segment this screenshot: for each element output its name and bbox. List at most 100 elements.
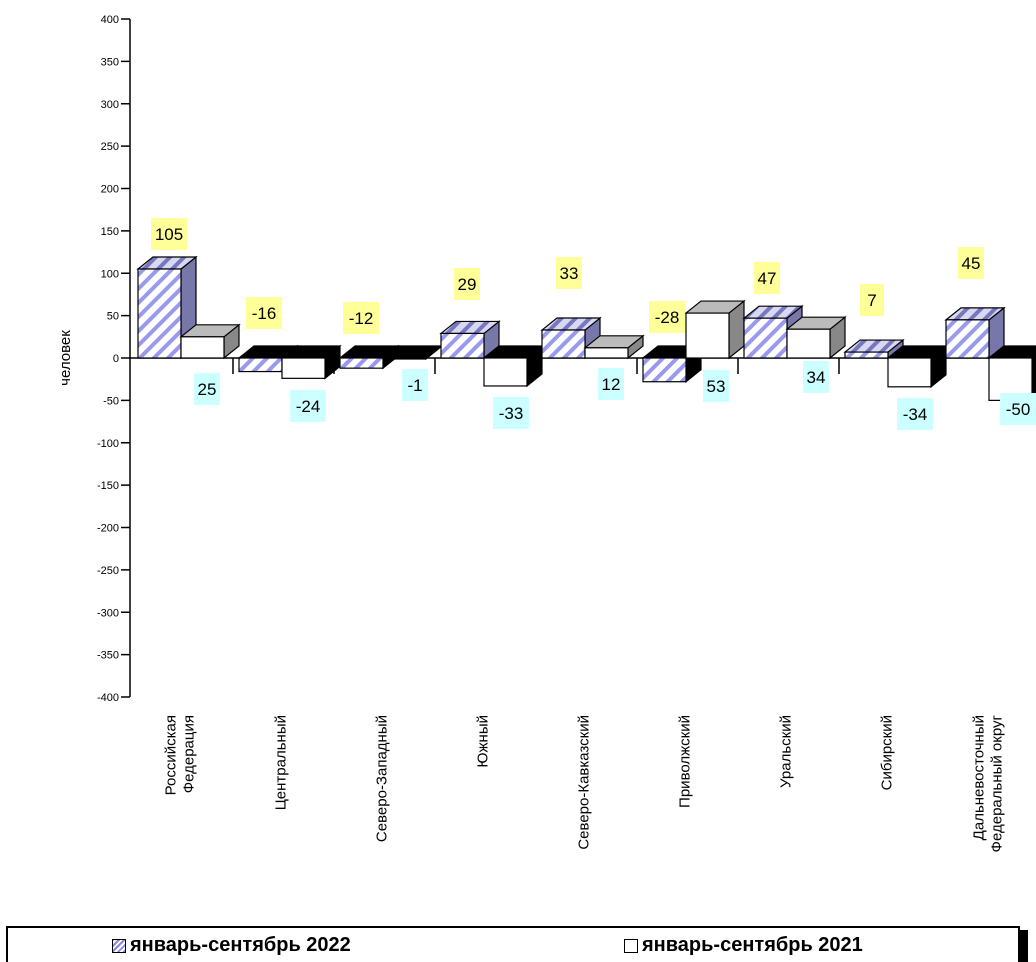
legend-label-2021: январь-сентябрь 2021 <box>642 934 863 956</box>
category-label: Северо-Западный <box>374 715 391 842</box>
legend-item-2022: январь-сентябрь 2022 <box>112 934 351 957</box>
y-tick-label: 200 <box>101 184 119 196</box>
y-tick-label: 100 <box>101 268 119 280</box>
category-label: Сибирский <box>879 715 896 790</box>
data-label-2022: 47 <box>754 262 780 294</box>
legend-item-2021: январь-сентябрь 2021 <box>624 934 863 957</box>
category-label: Приволжский <box>677 715 694 808</box>
y-tick-label: 350 <box>101 56 119 68</box>
data-label-bg <box>649 301 685 333</box>
data-label-2021: -50 <box>1000 393 1036 425</box>
data-label-text: 7 <box>867 291 876 310</box>
category-label: Уральский <box>778 715 795 788</box>
data-label-2022: 105 <box>151 218 187 250</box>
data-label-text: 29 <box>458 275 477 294</box>
data-label-text: -34 <box>903 405 928 424</box>
data-label-bg <box>454 268 480 300</box>
bar-front <box>238 357 283 373</box>
data-label-bg <box>860 284 884 316</box>
data-label-bg <box>402 369 428 401</box>
y-tick-label: 150 <box>101 226 119 238</box>
data-label-text: 25 <box>198 380 217 399</box>
data-label-2022: -28 <box>649 301 685 333</box>
data-label-bg <box>958 247 984 279</box>
bar-front <box>887 357 932 388</box>
data-label-text: 34 <box>807 368 826 387</box>
data-label-text: -28 <box>655 308 680 327</box>
data-label-bg <box>343 302 379 334</box>
data-label-text: 12 <box>602 375 621 394</box>
data-label-text: 53 <box>707 377 726 396</box>
data-label-text: 47 <box>758 269 777 288</box>
bar-2021 <box>482 344 544 388</box>
data-label-2021: 12 <box>598 368 624 400</box>
data-label-bg <box>897 398 933 430</box>
category-label: Южный <box>475 715 492 768</box>
data-label-2022: -12 <box>343 302 379 334</box>
data-label-2022: 7 <box>860 284 884 316</box>
data-label-text: -12 <box>349 309 374 328</box>
y-tick-label: 0 <box>113 353 119 365</box>
legend-swatch-2021 <box>624 938 638 953</box>
data-label-bg <box>246 297 282 329</box>
data-label-2021: 53 <box>703 370 729 402</box>
data-label-bg <box>151 218 187 250</box>
legend-swatch-2022 <box>112 938 126 953</box>
y-tick-label: -50 <box>103 395 119 407</box>
bar-front <box>382 357 427 360</box>
bar-front <box>440 332 485 359</box>
data-label-2022: -16 <box>246 297 282 329</box>
y-tick-label: -400 <box>97 692 119 704</box>
data-label-text: -1 <box>407 376 422 395</box>
bar-front <box>137 268 182 359</box>
bar-front <box>180 336 225 359</box>
data-label-text: 45 <box>962 254 981 273</box>
bar-front <box>685 312 730 359</box>
bar-2022 <box>439 320 501 360</box>
bar-front <box>945 319 990 359</box>
data-label-bg <box>803 361 829 393</box>
legend: январь-сентябрь 2022 январь-сентябрь 202… <box>6 926 1020 962</box>
bar-2021 <box>684 299 746 360</box>
bar-2021 <box>179 323 241 360</box>
y-tick-label: -100 <box>97 438 119 450</box>
bar-front <box>541 329 586 359</box>
data-label-bg <box>1000 393 1036 425</box>
data-label-text: -33 <box>499 404 524 423</box>
data-label-2021: 34 <box>803 361 829 393</box>
category-label: Федеральный округ <box>989 714 1006 852</box>
bar-2022 <box>944 306 1006 360</box>
category-label: Северо-Кавказский <box>576 715 593 850</box>
bar-front <box>483 357 528 387</box>
legend-shadow <box>1020 930 1028 962</box>
data-label-bg <box>598 368 624 400</box>
bar-front <box>844 351 889 359</box>
data-label-bg <box>556 257 582 289</box>
bar-front <box>584 347 629 359</box>
y-tick-label: 400 <box>101 14 119 26</box>
data-label-2021: -1 <box>402 369 428 401</box>
data-label-2022: 29 <box>454 268 480 300</box>
data-label-bg <box>703 370 729 402</box>
bar-front <box>281 357 326 379</box>
data-label-text: -50 <box>1006 400 1031 419</box>
data-label-2021: 25 <box>194 373 220 405</box>
bar-front <box>642 357 687 383</box>
y-tick-label: 300 <box>101 99 119 111</box>
data-label-text: -16 <box>252 304 277 323</box>
y-tick-label: -200 <box>97 523 119 535</box>
data-label-bg <box>290 390 326 422</box>
category-label: Российская <box>163 715 180 795</box>
y-tick-label: -250 <box>97 565 119 577</box>
data-label-2021: -34 <box>897 398 933 430</box>
data-label-text: 33 <box>560 264 579 283</box>
y-axis-label: человек <box>57 330 74 386</box>
data-label-bg <box>194 373 220 405</box>
bar-front <box>786 328 831 359</box>
category-label: Федерация <box>181 715 198 793</box>
legend-label-2022: январь-сентябрь 2022 <box>130 934 351 956</box>
y-tick-label: -300 <box>97 607 119 619</box>
bar-2021 <box>280 344 342 380</box>
data-label-2022: 45 <box>958 247 984 279</box>
